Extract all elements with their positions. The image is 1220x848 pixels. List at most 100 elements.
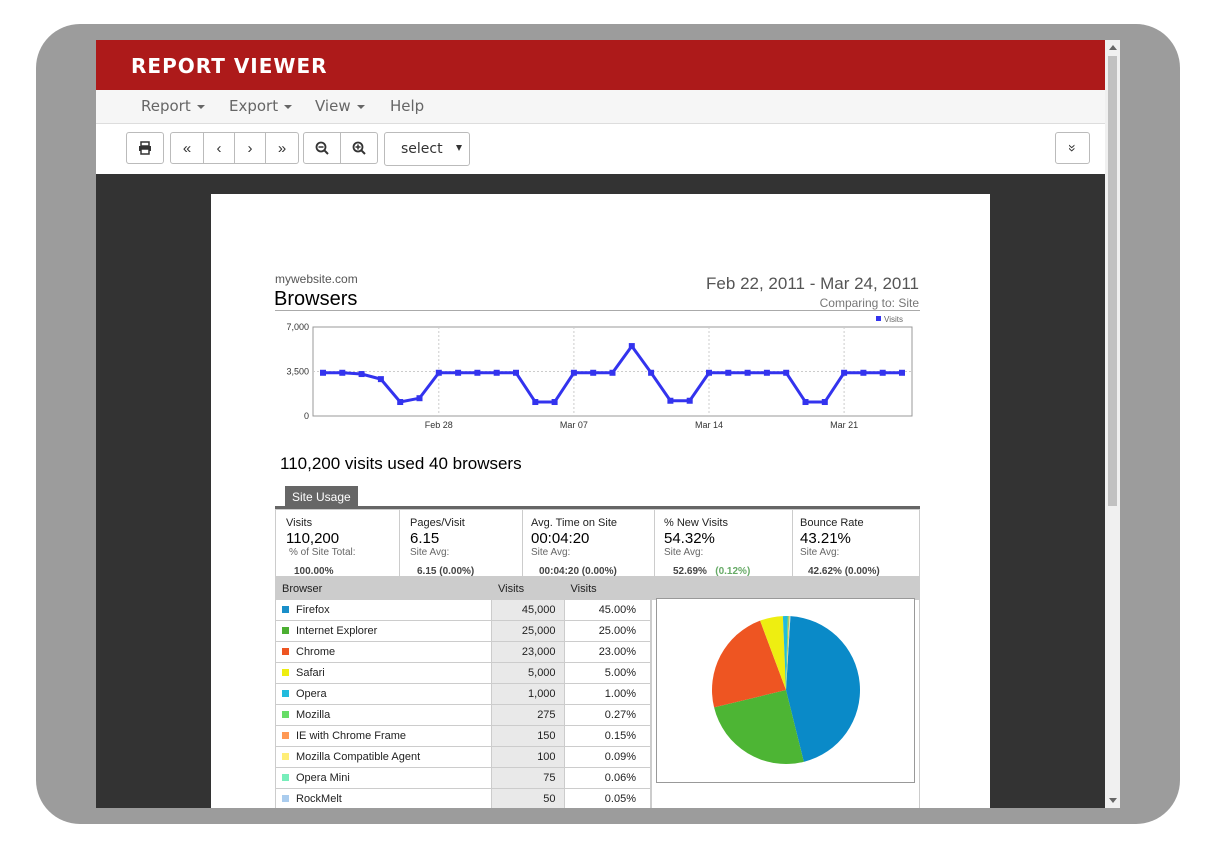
stat-sub: Site Avg: bbox=[410, 547, 450, 558]
table-row[interactable]: Internet Explorer 25,000 25.00% bbox=[274, 620, 652, 642]
menu-export-label: Export bbox=[229, 97, 279, 115]
browser-name: Mozilla bbox=[296, 709, 331, 721]
zoom-controls bbox=[303, 132, 378, 164]
legend-swatch bbox=[282, 626, 289, 634]
pie-slice bbox=[782, 616, 788, 690]
table-row[interactable]: Chrome 23,000 23.00% bbox=[274, 641, 652, 663]
y-tick-label: 0 bbox=[304, 411, 309, 421]
last-page-button[interactable]: » bbox=[277, 139, 287, 157]
menu-report[interactable]: Report bbox=[141, 97, 205, 115]
pie-slice bbox=[786, 616, 791, 690]
stat-label: Avg. Time on Site bbox=[531, 517, 618, 529]
pie-slice bbox=[760, 616, 786, 690]
vertical-scrollbar[interactable] bbox=[1105, 40, 1120, 808]
page-navigation: « ‹ › » bbox=[170, 132, 299, 164]
data-point bbox=[493, 369, 500, 376]
menu-view[interactable]: View bbox=[315, 97, 365, 115]
table-row[interactable]: Opera Mini 75 0.06% bbox=[274, 767, 652, 789]
data-point bbox=[455, 369, 462, 376]
stat-foot: 52.69% bbox=[673, 566, 707, 577]
prev-page-button[interactable]: ‹ bbox=[204, 133, 235, 163]
stat-sub: Site Avg: bbox=[664, 547, 704, 558]
table-row[interactable]: Firefox 45,000 45.00% bbox=[274, 599, 652, 621]
summary-text: 110,200 visits used 40 browsers bbox=[280, 454, 522, 473]
visits-cell: 100 bbox=[491, 746, 565, 768]
visits-cell: 50 bbox=[491, 788, 565, 808]
menu-export[interactable]: Export bbox=[229, 97, 293, 115]
x-tick-label: Mar 07 bbox=[560, 420, 588, 430]
table-row[interactable]: IE with Chrome Frame 150 0.15% bbox=[274, 725, 652, 747]
stat-foot: 6.15 (0.00%) bbox=[417, 566, 475, 577]
data-point bbox=[551, 399, 558, 406]
stat-sub: % of Site Total: bbox=[289, 547, 356, 558]
site-name: mywebsite.com bbox=[275, 272, 358, 286]
visits-pct-cell: 0.27% bbox=[563, 704, 652, 726]
data-point bbox=[841, 369, 848, 376]
pie-panel bbox=[651, 600, 920, 808]
visits-pct-cell: 23.00% bbox=[563, 641, 652, 663]
data-point bbox=[763, 369, 770, 376]
table-row[interactable]: Opera 1,000 1.00% bbox=[274, 683, 652, 705]
y-tick-label: 3,500 bbox=[286, 367, 309, 377]
data-point bbox=[513, 369, 519, 376]
legend-swatch bbox=[876, 316, 881, 321]
data-point bbox=[416, 395, 423, 402]
scroll-down-arrow-icon[interactable] bbox=[1109, 798, 1117, 803]
legend-swatch bbox=[282, 710, 289, 718]
browser-name-cell: Safari bbox=[274, 662, 493, 684]
collapse-toolbar-button[interactable]: » bbox=[1055, 132, 1090, 164]
table-row[interactable]: Mozilla 275 0.27% bbox=[274, 704, 652, 726]
tab-site-usage[interactable]: Site Usage bbox=[285, 486, 358, 507]
menu-view-label: View bbox=[315, 97, 351, 115]
visits-pct-cell: 0.06% bbox=[563, 767, 652, 789]
data-point bbox=[339, 369, 346, 376]
legend-label: Visits bbox=[884, 315, 903, 324]
browser-name: RockMelt bbox=[296, 793, 342, 805]
visits-cell: 150 bbox=[491, 725, 565, 747]
browser-name: Internet Explorer bbox=[296, 625, 378, 637]
data-point bbox=[609, 369, 616, 376]
browser-name-cell: Opera bbox=[274, 683, 493, 705]
data-point bbox=[744, 369, 751, 376]
data-point bbox=[706, 369, 712, 376]
scroll-thumb[interactable] bbox=[1108, 56, 1117, 506]
zoom-select[interactable]: select bbox=[384, 132, 470, 166]
double-chevron-down-icon: » bbox=[1064, 144, 1081, 152]
browser-name: Opera bbox=[296, 688, 327, 700]
column-header-visits[interactable]: Visits bbox=[491, 577, 565, 600]
stat-label: Bounce Rate bbox=[800, 517, 864, 529]
comparing-label: Comparing to: Site bbox=[819, 296, 919, 310]
data-point bbox=[821, 399, 828, 406]
stat-avg-time: Avg. Time on Site 00:04:20 Site Avg: 00:… bbox=[523, 510, 655, 577]
data-point bbox=[570, 369, 577, 376]
visits-pct-cell: 0.09% bbox=[563, 746, 652, 768]
data-point bbox=[590, 369, 597, 376]
first-page-button[interactable]: « bbox=[171, 133, 204, 163]
column-header-visits-pct[interactable]: Visits bbox=[563, 577, 652, 600]
zoom-out-button[interactable] bbox=[304, 133, 341, 163]
data-point bbox=[320, 369, 326, 376]
stat-label: % New Visits bbox=[664, 517, 728, 529]
zoom-in-button[interactable] bbox=[341, 133, 377, 163]
visits-pct-cell: 5.00% bbox=[563, 662, 652, 684]
data-point bbox=[899, 369, 905, 376]
column-header-browser[interactable]: Browser bbox=[274, 577, 493, 600]
legend-swatch bbox=[282, 794, 289, 802]
chevron-down-icon bbox=[456, 145, 462, 151]
x-tick-label: Feb 28 bbox=[425, 420, 453, 430]
data-point bbox=[377, 376, 384, 383]
print-button[interactable] bbox=[126, 132, 164, 164]
chevron-down-icon bbox=[284, 104, 293, 109]
scroll-up-arrow-icon[interactable] bbox=[1109, 45, 1117, 50]
table-row[interactable]: Safari 5,000 5.00% bbox=[274, 662, 652, 684]
pie-slice bbox=[786, 616, 791, 690]
data-point bbox=[879, 369, 886, 376]
menu-help[interactable]: Help bbox=[390, 97, 424, 115]
table-row[interactable]: Mozilla Compatible Agent 100 0.09% bbox=[274, 746, 652, 768]
pie-slice bbox=[786, 616, 790, 690]
table-row[interactable]: RockMelt 50 0.05% bbox=[274, 788, 652, 808]
data-point bbox=[860, 369, 867, 376]
legend-swatch bbox=[282, 773, 289, 781]
next-page-button[interactable]: › bbox=[235, 133, 266, 163]
stat-value: 6.15 bbox=[410, 530, 440, 547]
